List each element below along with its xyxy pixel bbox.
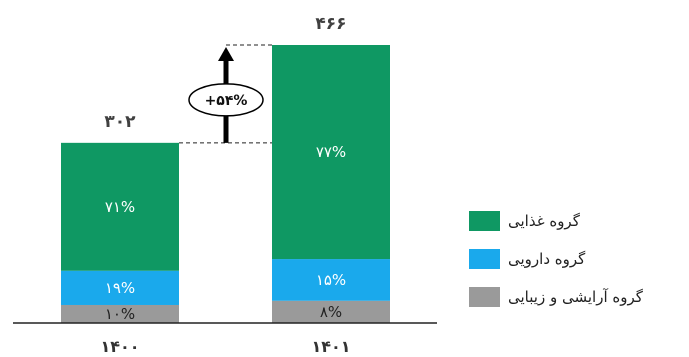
legend-swatch-1	[469, 211, 500, 231]
bars-group: ۱۰% ۱۹% ۷۱% ۸% ۱۵% ۷۷%	[61, 45, 390, 323]
total-label-1: ۳۰۲	[104, 112, 136, 132]
segment-label-1-1: ۱۰%	[105, 305, 135, 323]
segment-label-1-2: ۸%	[320, 303, 342, 321]
category-labels: ۱۴۰۰ ۱۴۰۱	[100, 337, 350, 356]
segment-label-3-2: ۷۷%	[316, 143, 346, 161]
growth-arrow-head	[218, 47, 234, 61]
total-label-2: ۴۶۶	[315, 14, 346, 34]
growth-ellipse	[188, 83, 264, 117]
bar-segment-2-1	[61, 270, 179, 305]
bar-segment-3-2	[272, 45, 390, 260]
growth-label: +۵۴%	[205, 93, 248, 109]
growth-annotation: +۵۴%	[179, 44, 272, 144]
total-labels: ۳۰۲ ۴۶۶	[104, 14, 346, 132]
segment-label-2-1: ۱۹%	[105, 279, 135, 297]
legend: گروه غذایی گروه دارویی گروه آرایشی و زیبای…	[469, 211, 644, 307]
legend-label-2: گروه دارویی	[508, 250, 586, 268]
bar-segment-3-1	[61, 142, 179, 271]
segment-label-3-1: ۷۱%	[105, 198, 135, 216]
segment-label-2-2: ۱۵%	[316, 271, 346, 289]
legend-swatch-3	[469, 287, 500, 307]
bar-segment-2-2	[272, 259, 390, 301]
legend-label-3: گروه آرایشی و زیبایی	[508, 288, 644, 306]
legend-swatch-2	[469, 249, 500, 269]
bar-segment-1-1	[61, 304, 179, 323]
bar-segment-1-2	[272, 300, 390, 323]
legend-label-1: گروه غذایی	[508, 212, 581, 230]
category-label-1: ۱۴۰۰	[100, 337, 139, 356]
category-label-2: ۱۴۰۱	[311, 337, 350, 356]
